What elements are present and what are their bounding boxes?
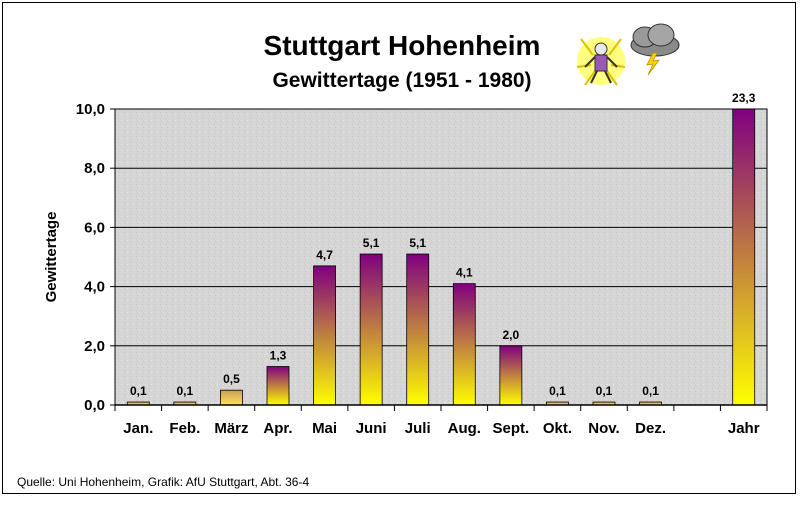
data-label: 4,7 (316, 248, 333, 262)
bar-März (220, 389, 243, 406)
data-label: 23,3 (732, 91, 756, 105)
data-label: 2,0 (503, 328, 520, 342)
thundercloud-icon (630, 23, 680, 76)
lightning-struck-person-icon (576, 37, 626, 86)
bar-Aug. (452, 283, 476, 406)
bar-chart: Stuttgart Hohenheim Gewittertage (1951 -… (43, 23, 768, 437)
y-tick-label: 8,0 (84, 160, 105, 177)
data-label: 0,1 (596, 384, 613, 398)
bars (126, 108, 756, 406)
data-label: 0,1 (130, 384, 147, 398)
data-label: 0,1 (642, 384, 659, 398)
y-axis-label: Gewittertage (43, 212, 60, 303)
x-tick-label: Juli (405, 420, 431, 437)
bar-Jahr (732, 108, 756, 406)
gridlines (115, 108, 767, 347)
y-tick-label: 10,0 (76, 101, 105, 118)
bar-Juli (406, 253, 430, 406)
x-tick-label: Feb. (169, 420, 200, 437)
source-note: Quelle: Uni Hohenheim, Grafik: AfU Stutt… (17, 475, 310, 489)
data-label: 0,1 (177, 384, 194, 398)
x-tick-label: März (214, 420, 248, 437)
chart-subtitle: Gewittertage (1951 - 1980) (272, 69, 531, 92)
x-tick-label: Juni (356, 420, 387, 437)
data-label: 5,1 (409, 236, 426, 250)
x-tick-label: Jahr (728, 420, 760, 437)
bar-Apr. (266, 366, 290, 406)
data-label: 1,3 (270, 349, 287, 363)
chart-title: Stuttgart Hohenheim (264, 30, 541, 61)
y-axis-ticks: 0,0 2,0 4,0 6,0 8,0 10,0 (76, 101, 115, 414)
data-label: 4,1 (456, 266, 473, 280)
data-labels: 0,1 0,1 0,5 1,3 4,7 5,1 5,1 4,1 2,0 0,1 0,1 0,1 23,3 (130, 91, 756, 398)
chart-frame: Stuttgart Hohenheim Gewittertage (1951 -… (2, 2, 796, 494)
x-tick-label: Sept. (493, 420, 530, 437)
x-tick-label: Nov. (588, 420, 619, 437)
x-tick-label: Jan. (123, 420, 153, 437)
data-label: 0,1 (549, 384, 566, 398)
y-tick-label: 2,0 (84, 338, 105, 355)
y-tick-label: 4,0 (84, 279, 105, 296)
y-tick-label: 0,0 (84, 397, 105, 414)
x-tick-label: Apr. (263, 420, 292, 437)
bar-Juni (359, 253, 383, 406)
bar-Mai (313, 265, 336, 406)
data-label: 0,5 (223, 372, 240, 386)
x-tick-label: Mai (312, 420, 337, 437)
data-label: 5,1 (363, 236, 380, 250)
x-tick-label: Aug. (448, 420, 481, 437)
plot-area (114, 108, 768, 406)
bar-Sept. (499, 345, 523, 406)
y-tick-label: 6,0 (84, 219, 105, 236)
x-tick-label: Okt. (543, 420, 572, 437)
x-tick-label: Dez. (635, 420, 666, 437)
x-axis-categories: Jan. Feb. März Apr. Mai Juni Juli Aug. Sept. Okt.… (114, 405, 768, 437)
